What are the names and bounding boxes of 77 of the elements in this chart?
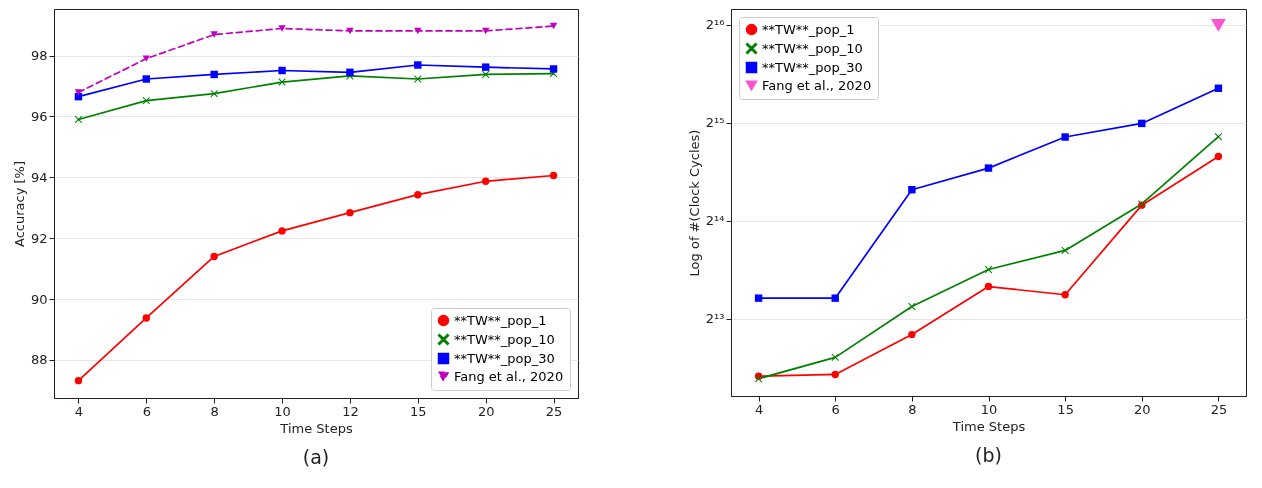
point <box>481 177 490 185</box>
point <box>346 208 354 217</box>
x-tick-label: 10 <box>274 403 291 419</box>
point <box>414 190 422 199</box>
y-tick-label: 2¹⁶ <box>705 17 725 33</box>
legend-label: **TW**_pop_1 <box>762 21 855 37</box>
x-tick-label: 6 <box>142 403 151 419</box>
point <box>74 376 83 385</box>
point <box>1214 152 1223 161</box>
point <box>481 27 490 35</box>
x-tick-label: 8 <box>908 401 917 417</box>
x-axis-title: Time Steps <box>951 418 1026 434</box>
point <box>142 55 151 62</box>
y-tick-label: 96 <box>30 108 48 124</box>
point <box>210 89 218 98</box>
point <box>278 25 286 32</box>
x-tick-label: 20 <box>1134 401 1151 417</box>
x-axis-title: Time Steps <box>279 420 353 436</box>
point <box>984 282 993 291</box>
x-tick-label: 15 <box>1057 401 1074 417</box>
point <box>1061 246 1069 255</box>
point <box>74 89 83 96</box>
y-tick-label: 98 <box>30 48 48 64</box>
legend-label: Fang et al., 2020 <box>454 368 564 384</box>
point <box>1214 133 1223 141</box>
point <box>1061 291 1069 299</box>
point <box>754 294 763 302</box>
point <box>142 314 151 322</box>
y-tick-label: 90 <box>30 291 48 307</box>
point <box>210 70 218 79</box>
point <box>984 164 993 172</box>
point <box>549 171 558 180</box>
x-tick-label: 12 <box>342 403 359 419</box>
point <box>142 96 151 105</box>
point <box>1061 133 1069 141</box>
x-tick-label: 25 <box>1210 401 1228 417</box>
text: (a) <box>302 446 330 468</box>
point <box>278 227 286 235</box>
point <box>908 330 916 339</box>
point <box>908 186 916 194</box>
x-tick-label: 15 <box>410 403 427 419</box>
point <box>831 370 839 379</box>
legend-label: **TW**_pop_30 <box>762 59 863 75</box>
point <box>481 63 490 71</box>
legend-label: Fang et al., 2020 <box>762 77 872 93</box>
y-axis-title: Accuracy [%] <box>11 161 27 247</box>
y-tick-label: 94 <box>30 169 48 185</box>
point <box>210 31 218 38</box>
x-tick-label: 10 <box>980 401 998 417</box>
legend-label: **TW**_pop_10 <box>762 40 863 56</box>
point <box>549 65 558 73</box>
x-tick-label: 25 <box>545 403 563 419</box>
text: (b) <box>975 444 1002 466</box>
point <box>549 22 558 30</box>
x-tick-label: 20 <box>477 403 495 419</box>
x-tick-label: 4 <box>74 403 84 419</box>
point <box>346 68 354 77</box>
x-tick-label: 6 <box>831 401 840 417</box>
point <box>1210 18 1226 32</box>
legend-label: **TW**_pop_1 <box>454 312 547 328</box>
legend-label: **TW**_pop_30 <box>454 350 555 366</box>
point <box>414 61 422 69</box>
y-axis-title: Log of #(Clock Cycles) <box>686 129 702 277</box>
point <box>210 252 218 261</box>
y-tick-label: 92 <box>30 230 48 246</box>
y-tick-label: 2¹⁵ <box>705 115 725 131</box>
point <box>278 66 286 75</box>
y-tick-label: 2¹³ <box>705 311 725 327</box>
y-tick-label: 2¹⁴ <box>705 213 725 229</box>
legend-label: **TW**_pop_10 <box>454 331 555 347</box>
x-tick-label: 8 <box>210 403 219 419</box>
point <box>831 294 839 302</box>
y-tick-label: 88 <box>30 352 48 368</box>
point <box>831 353 839 362</box>
x-tick-label: 4 <box>754 401 764 417</box>
point <box>142 75 151 83</box>
point <box>908 302 916 311</box>
